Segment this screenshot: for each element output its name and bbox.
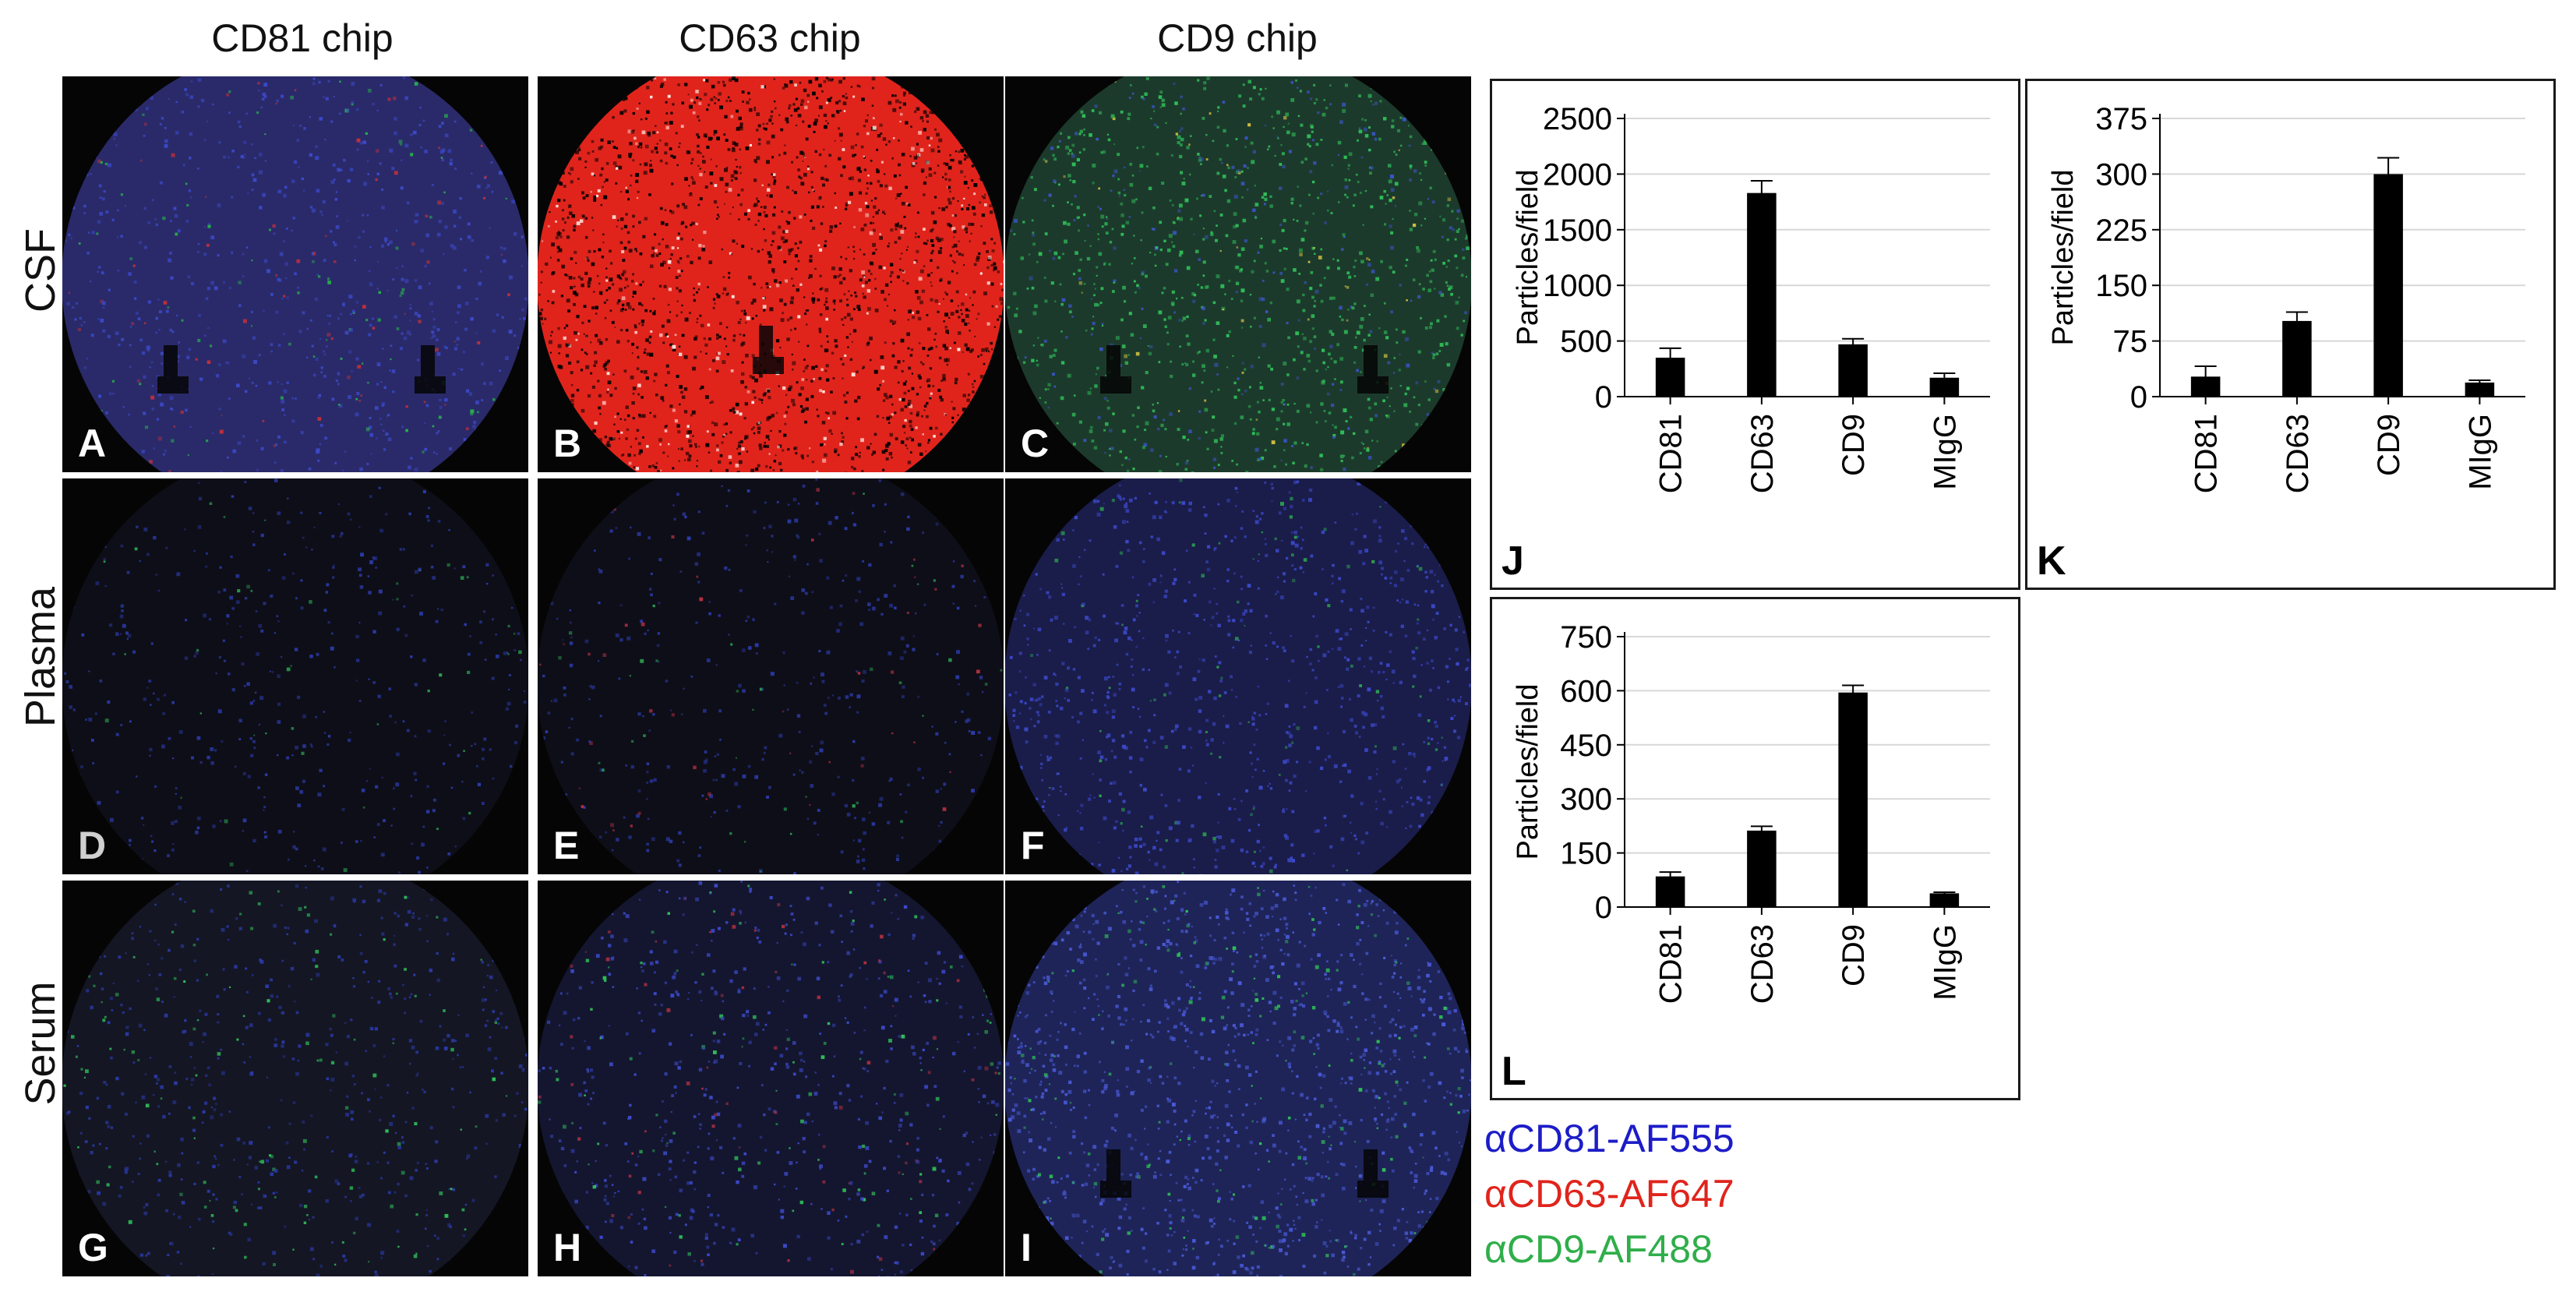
panel-letter-a: A [78,422,107,465]
y-tick-label: 300 [1560,782,1612,817]
y-tick-label: 0 [1595,380,1612,415]
microscopy-image-b [538,76,1004,472]
bar [1838,692,1868,907]
microscopy-panel-c: C [1005,76,1471,472]
chart-panel-j: 0 500 1000 1500 2000 2500 Particles/field CD81 C… [1490,79,2020,590]
bar [2465,382,2495,397]
bar-chart-l: 0 150 300 450 600 750 Particles/field CD81 CD63 C… [1512,620,1990,1004]
row-title-plasma: Plasma [17,586,64,728]
x-tick-label: MIgG [1928,414,1962,490]
x-tick-label: CD9 [1837,414,1871,476]
chart-letter-j: J [1501,538,1524,584]
x-tick-label: CD63 [2281,414,2315,493]
y-tick-label: 300 [2095,157,2147,192]
y-tick-label: 1500 [1543,214,1612,248]
row-title-csf: CSF [17,228,64,312]
y-tick-label: 500 [1560,325,1612,359]
microscopy-image-g [62,881,528,1276]
microscopy-panel-h: H [538,881,1004,1276]
y-axis-label: Particles/field [2047,170,2080,346]
y-tick-label: 450 [1560,729,1612,763]
column-title-cd9: CD9 chip [1157,16,1318,60]
legend-cd63-af647: αCD63-AF647 [1484,1172,1734,1216]
x-tick-label: CD81 [1654,414,1689,493]
chart-panel-l: 0 150 300 450 600 750 Particles/field CD81 CD63 C… [1490,597,2020,1100]
microscopy-image-d [62,478,528,874]
y-tick-label: 225 [2095,214,2147,248]
microscopy-panel-d: D [62,478,528,874]
y-tick-label: 150 [1560,837,1612,871]
y-tick-label: 750 [1560,620,1612,655]
microscopy-panel-g: G [62,881,528,1276]
microscopy-image-i [1005,881,1471,1276]
panel-letter-b: B [553,422,582,465]
panel-letter-c: C [1021,422,1050,465]
column-title-cd81: CD81 chip [211,16,393,60]
bar [1838,344,1868,397]
x-tick-label: CD63 [1745,414,1780,493]
microscopy-image-f [1005,478,1471,874]
x-tick-label: CD9 [2372,414,2406,476]
x-tick-label: MIgG [2463,414,2497,490]
microscopy-image-h [538,881,1004,1276]
bar [2373,174,2403,397]
microscopy-panel-f: F [1005,478,1471,874]
bar-chart-k: 0 75 150 225 300 375 Particles/field CD81 CD63 CD… [2047,102,2525,493]
chart-letter-k: K [2037,538,2066,584]
legend-cd9-af488: αCD9-AF488 [1484,1227,1713,1271]
chart-panel-k: 0 75 150 225 300 375 Particles/field CD81 CD63 CD… [2025,79,2556,590]
y-axis-label: Particles/field [1512,170,1544,346]
bar [1747,830,1777,907]
legend-cd81-af555: αCD81-AF555 [1484,1117,1734,1160]
microscopy-panel-b: B [538,76,1004,472]
y-tick-label: 375 [2095,102,2147,136]
column-title-cd63: CD63 chip [679,16,861,60]
panel-letter-f: F [1021,824,1045,867]
x-tick-label: CD9 [1837,924,1871,987]
y-tick-label: 600 [1560,674,1612,708]
y-tick-label: 2500 [1543,102,1612,136]
y-tick-label: 150 [2095,269,2147,303]
x-tick-label: CD81 [2190,414,2224,493]
y-tick-label: 2000 [1543,157,1612,192]
chart-letter-l: L [1501,1049,1526,1094]
bar-chart-j: 0 500 1000 1500 2000 2500 Particles/field CD81 C… [1512,102,1990,493]
microscopy-image-c [1005,76,1471,472]
x-tick-label: CD81 [1654,924,1689,1004]
microscopy-image-a [62,76,528,472]
panel-letter-g: G [78,1226,108,1269]
bar [1655,876,1685,907]
x-tick-label: CD63 [1745,924,1780,1004]
microscopy-image-e [538,478,1004,874]
microscopy-panel-e: E [538,478,1004,874]
y-tick-label: 1000 [1543,269,1612,303]
microscopy-panel-a: A [62,76,528,472]
microscopy-panel-i: I [1005,881,1471,1276]
bar [1747,192,1777,397]
panel-letter-e: E [553,824,580,867]
panel-letter-i: I [1021,1226,1032,1269]
y-tick-label: 0 [2130,380,2147,415]
row-title-serum: Serum [17,981,64,1106]
y-tick-label: 0 [1595,891,1612,925]
x-tick-label: MIgG [1928,924,1962,1001]
panel-letter-d: D [78,824,107,867]
y-axis-label: Particles/field [1512,684,1544,860]
y-tick-label: 75 [2113,325,2148,359]
bar [1929,893,1960,907]
bar [2282,320,2312,397]
panel-letter-h: H [553,1226,582,1269]
